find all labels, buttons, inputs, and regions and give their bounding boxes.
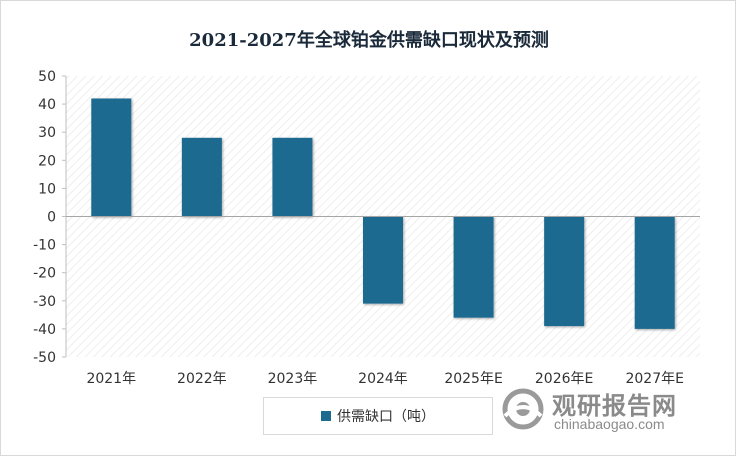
watermark-logo-icon (502, 388, 544, 430)
watermark-main: 观研报告网 (552, 392, 677, 420)
y-tick-label: 0 (47, 210, 56, 226)
bar (363, 216, 403, 304)
legend-swatch (321, 411, 331, 421)
x-axis: 2021年 2022年 2023年 2024年 2025年E 2026年E 2027年E (86, 371, 683, 387)
bar (453, 216, 494, 318)
y-tick-label: 40 (38, 97, 56, 113)
y-tick-label: -10 (33, 238, 56, 254)
y-tick-label: 50 (38, 69, 56, 85)
watermark: 观研报告网 chinabaogao.com (500, 382, 730, 442)
bar (272, 137, 313, 217)
x-tick-label: 2024年 (358, 371, 408, 387)
y-tick-label: 30 (38, 125, 56, 141)
legend-label: 供需缺口（吨） (337, 409, 435, 425)
x-tick-label: 2023年 (268, 371, 318, 387)
y-tick-label: -20 (33, 266, 56, 282)
bar (544, 216, 585, 327)
legend: 供需缺口（吨） (263, 397, 493, 435)
y-tick-label: 10 (38, 181, 56, 197)
x-tick-label: 2026年E (535, 371, 593, 387)
x-tick-label: 2027年E (625, 371, 683, 387)
bars (91, 98, 675, 329)
x-tick-label: 2021年 (86, 371, 136, 387)
bar (181, 137, 222, 217)
bar (634, 216, 675, 329)
y-tick-label: -50 (33, 350, 56, 366)
watermark-sub: chinabaogao.com (554, 416, 665, 432)
y-axis: 50 40 30 20 10 0 -10 -20 -30 -40 -50 (33, 69, 67, 366)
x-tick-label: 2025年E (444, 371, 502, 387)
y-tick-label: -30 (33, 294, 56, 310)
bar (91, 98, 132, 217)
chart-title: 2021-2027年全球铂金供需缺口现状及预测 (189, 30, 549, 51)
y-tick-label: 20 (38, 153, 56, 169)
x-tick-label: 2022年 (177, 371, 227, 387)
y-tick-label: -40 (33, 322, 56, 338)
